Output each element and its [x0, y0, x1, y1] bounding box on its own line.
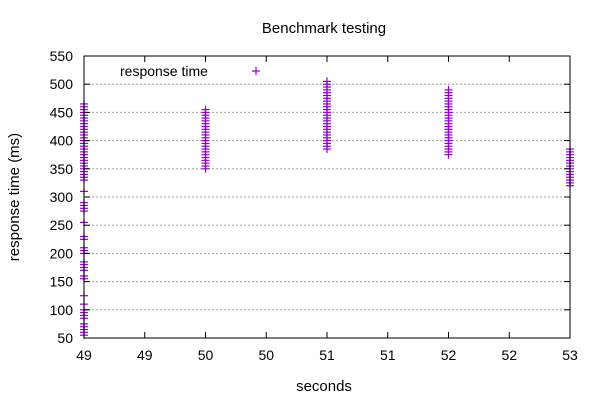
x-tick-label: 53 [562, 347, 578, 363]
chart-title: Benchmark testing [262, 20, 386, 37]
legend: response time [120, 63, 260, 79]
y-tick-label: 450 [50, 104, 74, 120]
grid-layer [84, 83, 570, 311]
x-tick-label: 52 [441, 347, 457, 363]
data-point [201, 105, 210, 114]
y-tick-label: 350 [50, 161, 74, 177]
y-tick-label: 50 [57, 330, 73, 346]
legend-marker [252, 67, 260, 75]
x-tick-label: 52 [501, 347, 517, 363]
y-tick-label: 150 [50, 274, 74, 290]
legend-label: response time [120, 63, 208, 79]
x-tick-label: 50 [198, 347, 214, 363]
y-tick-label: 500 [50, 76, 74, 92]
x-tick-label: 51 [319, 347, 335, 363]
x-axis-label: seconds [296, 378, 352, 395]
data-point [444, 85, 453, 94]
data-point [323, 77, 331, 86]
y-tick-label: 550 [50, 48, 74, 64]
y-axis-label: response time (ms) [6, 133, 23, 261]
y-tick-label: 250 [50, 217, 74, 233]
x-tick-label: 50 [258, 347, 274, 363]
y-tick-label: 300 [50, 189, 74, 205]
x-tick-label: 49 [137, 347, 153, 363]
y-tick-label: 100 [50, 302, 74, 318]
y-tick-label: 400 [50, 133, 74, 149]
x-tick-label: 49 [76, 347, 92, 363]
legend-marker-icon [252, 67, 260, 75]
y-tick-label: 200 [50, 245, 74, 261]
x-tick-label: 51 [380, 347, 396, 363]
